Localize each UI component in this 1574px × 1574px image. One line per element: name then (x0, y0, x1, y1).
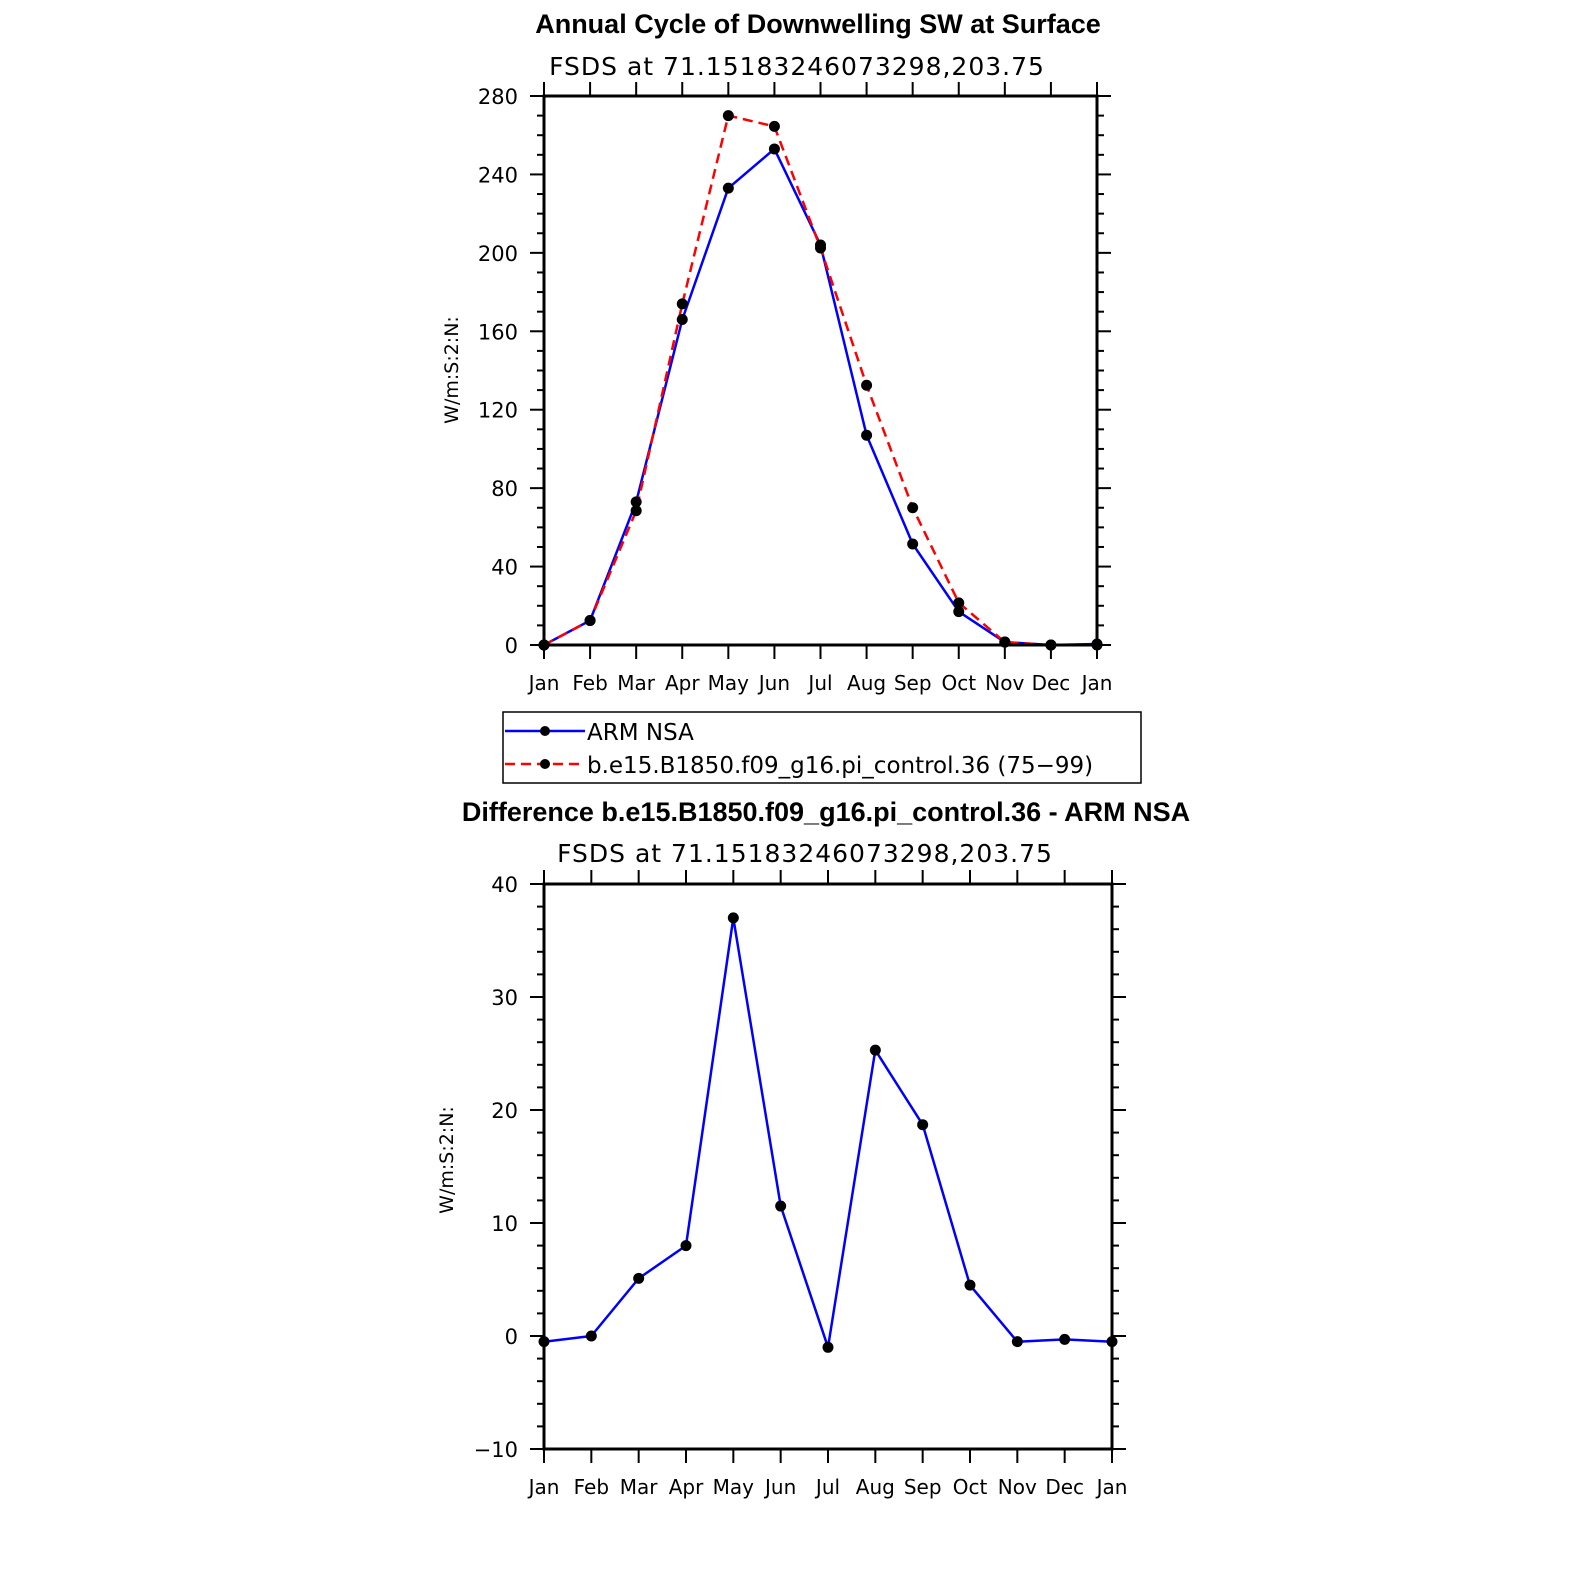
y-tick-label: 40 (491, 873, 518, 897)
y-tick-label: 280 (478, 85, 518, 109)
x-tick-label: Dec (1032, 671, 1071, 695)
y-tick-label: 10 (491, 1212, 518, 1236)
data-point-0-jun (775, 1200, 787, 1212)
data-point-0-dec (1059, 1333, 1071, 1345)
series-line-0 (543, 147, 1098, 647)
y-tick-label: 0 (505, 1325, 518, 1349)
x-tick-label: Mar (617, 671, 656, 695)
chart-subtitle: FSDS at 71.15183246073298,203.75 (557, 839, 1053, 868)
x-tick-label: Jan (1095, 1475, 1128, 1499)
data-point-0-jun (768, 143, 780, 155)
series-group (538, 912, 1118, 1353)
chart-title: Difference b.e15.B1850.f09_g16.pi_contro… (462, 797, 1190, 827)
chart-subtitle: FSDS at 71.15183246073298,203.75 (549, 52, 1045, 81)
x-tick-label: Nov (985, 671, 1024, 695)
x-tick-label: Jun (763, 1475, 796, 1499)
data-point-1-jun (768, 120, 780, 132)
x-tick-label: Jun (757, 671, 790, 695)
x-tick-labels: Jan Feb Mar Apr May Jun Jul Aug Sep Oct Nov Dec Jan (527, 671, 1113, 695)
plot-frame (542, 882, 1114, 1451)
y-tick-labels: −10 0 10 20 30 40 (474, 873, 518, 1462)
y-tick-label: 40 (491, 556, 518, 580)
legend: ARM NSA b.e15.B1850.f09_g16.pi_control.3… (502, 711, 1142, 784)
y-tick-label: 80 (491, 477, 518, 501)
data-point-0-feb (585, 1330, 597, 1342)
y-tick-labels: 0 40 80 120 160 200 240 280 (478, 85, 518, 658)
x-tick-label: Feb (574, 1475, 609, 1499)
data-point-0-nov (1011, 1336, 1023, 1348)
x-tick-label: Jan (1080, 671, 1113, 695)
series-line-1 (543, 114, 1097, 647)
x-tick-labels: Jan Feb Mar Apr May Jun Jul Aug Sep Oct Nov Dec Jan (527, 1475, 1128, 1499)
x-tick-label: Jan (527, 1475, 560, 1499)
y-tick-label: 240 (478, 163, 518, 187)
data-point-1-oct (953, 597, 965, 609)
data-point-0-aug (861, 429, 873, 441)
difference-panel: Difference b.e15.B1850.f09_g16.pi_contro… (436, 797, 1190, 1499)
data-point-0-mar (630, 496, 642, 508)
data-point-0-may (727, 912, 739, 924)
data-point-1-sep (907, 502, 919, 514)
x-tick-label: Sep (894, 671, 932, 695)
legend-label-arm-nsa: ARM NSA (587, 720, 694, 746)
y-tick-label: 120 (478, 399, 518, 423)
y-tick-label: 200 (478, 242, 518, 266)
data-point-0-apr (676, 314, 688, 326)
chart-title: Annual Cycle of Downwelling SW at Surfac… (535, 9, 1101, 39)
series-line-0 (543, 916, 1113, 1349)
series-group (538, 110, 1103, 651)
data-point-1-mar (630, 505, 642, 517)
x-tick-label: Apr (669, 1475, 704, 1499)
x-tick-label: Jul (814, 1475, 840, 1499)
x-tick-label: Feb (572, 671, 607, 695)
tick-marks (530, 870, 1126, 1463)
data-point-1-jul (815, 242, 826, 254)
data-point-0-oct (953, 606, 965, 618)
x-tick-label: Mar (620, 1475, 659, 1499)
data-point-0-jul (822, 1341, 834, 1353)
x-tick-label: Jan (527, 671, 560, 695)
data-point-0-mar (633, 1272, 645, 1284)
y-tick-label: 30 (491, 986, 518, 1010)
data-point-0-sep (907, 538, 919, 550)
data-point-0-apr (680, 1240, 692, 1252)
legend-label-model: b.e15.B1850.f09_g16.pi_control.36 (75−99… (587, 753, 1093, 779)
x-tick-label: Sep (904, 1475, 942, 1499)
x-tick-label: Dec (1045, 1475, 1084, 1499)
y-axis-label: W/m:S:2:N: (436, 1106, 458, 1214)
legend-box (502, 711, 1142, 784)
data-point-1-feb (584, 614, 596, 626)
legend-marker-model (540, 759, 550, 769)
data-point-0-sep (917, 1119, 929, 1131)
x-tick-label: Oct (941, 671, 976, 695)
x-tick-label: Nov (998, 1475, 1037, 1499)
y-tick-label: 20 (491, 1099, 518, 1123)
y-tick-label: −10 (474, 1438, 518, 1462)
plot-frame (542, 94, 1099, 647)
annual-cycle-panel: Annual Cycle of Downwelling SW at Surfac… (441, 9, 1112, 695)
data-point-1-apr (676, 298, 688, 310)
data-point-0-aug (869, 1044, 881, 1056)
x-tick-label: Oct (953, 1475, 988, 1499)
x-tick-label: Aug (856, 1475, 895, 1499)
legend-marker-arm-nsa (540, 726, 550, 736)
x-tick-label: Jul (806, 671, 832, 695)
data-point-1-aug (861, 379, 873, 391)
x-tick-label: May (708, 671, 750, 695)
x-tick-label: Aug (847, 671, 886, 695)
tick-marks (530, 82, 1111, 659)
x-tick-label: Apr (665, 671, 700, 695)
y-axis-label: W/m:S:2:N: (441, 316, 463, 424)
data-point-1-may (722, 110, 734, 122)
y-tick-label: 160 (478, 320, 518, 344)
data-point-0-oct (964, 1279, 976, 1291)
data-point-0-may (722, 182, 734, 194)
y-tick-label: 0 (505, 634, 518, 658)
x-tick-label: May (713, 1475, 755, 1499)
